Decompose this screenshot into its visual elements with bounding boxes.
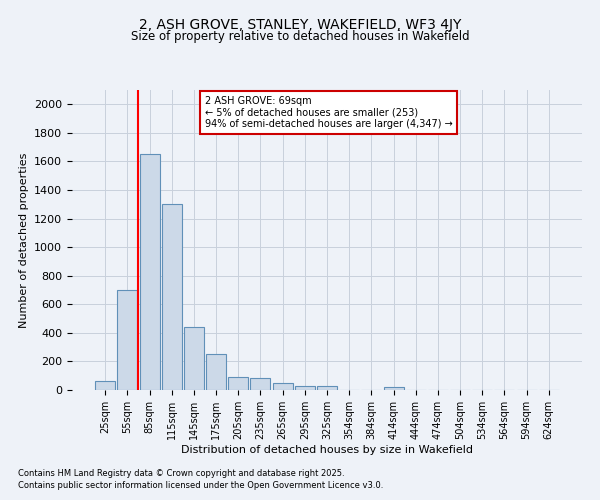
Bar: [295, 386, 315, 390]
Text: Size of property relative to detached houses in Wakefield: Size of property relative to detached ho…: [131, 30, 469, 43]
Text: 2, ASH GROVE, STANLEY, WAKEFIELD, WF3 4JY: 2, ASH GROVE, STANLEY, WAKEFIELD, WF3 4J…: [139, 18, 461, 32]
Text: 2 ASH GROVE: 69sqm
← 5% of detached houses are smaller (253)
94% of semi-detache: 2 ASH GROVE: 69sqm ← 5% of detached hous…: [205, 96, 452, 129]
Bar: [118, 290, 137, 390]
Y-axis label: Number of detached properties: Number of detached properties: [19, 152, 29, 328]
Bar: [140, 154, 160, 390]
Text: Contains HM Land Registry data © Crown copyright and database right 2025.: Contains HM Land Registry data © Crown c…: [18, 468, 344, 477]
Bar: [206, 354, 226, 390]
Text: Contains public sector information licensed under the Open Government Licence v3: Contains public sector information licen…: [18, 481, 383, 490]
Bar: [317, 386, 337, 390]
Bar: [228, 377, 248, 390]
Bar: [184, 327, 204, 390]
Bar: [272, 383, 293, 390]
X-axis label: Distribution of detached houses by size in Wakefield: Distribution of detached houses by size …: [181, 444, 473, 454]
Bar: [250, 378, 271, 390]
Bar: [383, 387, 404, 390]
Bar: [162, 204, 182, 390]
Bar: [95, 380, 115, 390]
